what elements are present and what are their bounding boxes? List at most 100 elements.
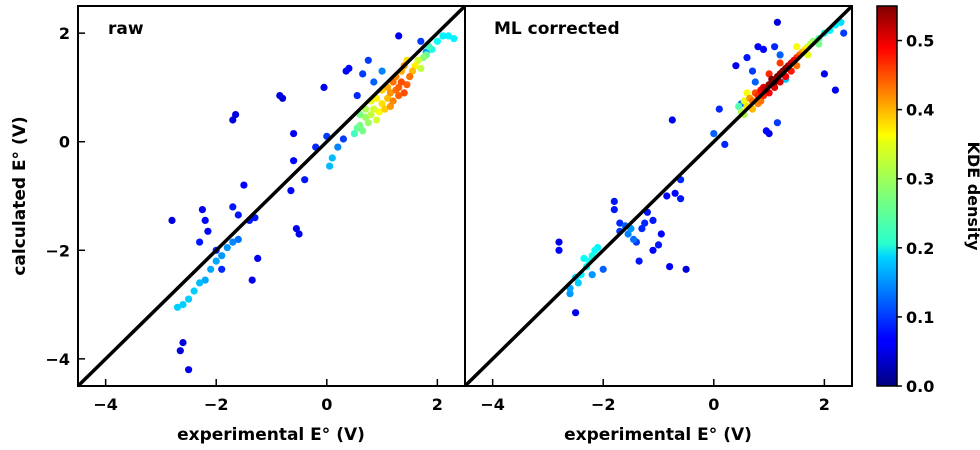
data-point bbox=[301, 176, 309, 184]
data-point bbox=[218, 265, 226, 273]
data-point bbox=[389, 97, 397, 105]
data-point bbox=[201, 216, 209, 224]
data-point bbox=[279, 94, 287, 102]
data-point bbox=[356, 121, 364, 129]
data-point bbox=[229, 116, 237, 124]
data-point bbox=[444, 32, 452, 40]
panel-label-raw: raw bbox=[108, 19, 144, 39]
data-point bbox=[610, 197, 618, 205]
data-point bbox=[682, 265, 690, 273]
data-point bbox=[378, 100, 386, 108]
data-point bbox=[591, 246, 599, 254]
reference-line-ml-corrected bbox=[463, 4, 854, 388]
data-point bbox=[223, 244, 231, 252]
data-point bbox=[715, 105, 723, 113]
x-tick-label: 2 bbox=[819, 395, 830, 414]
data-point bbox=[400, 89, 408, 97]
data-point bbox=[735, 102, 743, 110]
y-tick-label: 2 bbox=[59, 24, 70, 43]
colorbar-ticks: 0.0 0.1 0.2 0.3 0.4 0.5 bbox=[897, 32, 934, 396]
data-point bbox=[370, 105, 378, 113]
data-point bbox=[198, 206, 206, 214]
data-point bbox=[414, 56, 422, 64]
data-point bbox=[574, 279, 582, 287]
data-point bbox=[654, 241, 663, 249]
data-point bbox=[776, 59, 784, 67]
data-point bbox=[375, 108, 383, 116]
data-point bbox=[196, 279, 204, 287]
colorbar-label: KDE density bbox=[964, 142, 980, 252]
data-point bbox=[616, 219, 624, 227]
data-point bbox=[740, 97, 748, 105]
colorbar-tick-label: 0.0 bbox=[906, 377, 934, 396]
data-point bbox=[353, 92, 361, 100]
colorbar: 0.0 0.1 0.2 0.3 0.4 0.5 KDE density bbox=[876, 5, 980, 396]
data-point bbox=[840, 29, 848, 37]
data-point bbox=[624, 230, 632, 238]
data-point bbox=[185, 295, 193, 303]
data-point bbox=[292, 225, 300, 233]
data-point bbox=[384, 94, 392, 102]
data-point bbox=[290, 157, 298, 165]
x-axis-label-raw: experimental E° (V) bbox=[177, 425, 365, 445]
data-point bbox=[204, 227, 212, 235]
data-point bbox=[411, 62, 419, 70]
data-point bbox=[793, 43, 801, 51]
data-point bbox=[386, 102, 394, 110]
colorbar-gradient bbox=[876, 5, 898, 387]
scatter-points-raw bbox=[168, 32, 458, 374]
x-tick-label: 0 bbox=[708, 395, 719, 414]
x-tick-label: −2 bbox=[591, 395, 616, 414]
ticks-ml-corrected: −4 −2 0 2 bbox=[480, 379, 830, 414]
data-point bbox=[630, 235, 638, 243]
data-point bbox=[395, 92, 403, 100]
colorbar-tick-label: 0.2 bbox=[906, 239, 934, 258]
data-point bbox=[732, 62, 740, 70]
data-point bbox=[417, 64, 425, 72]
data-point bbox=[176, 347, 184, 355]
data-point bbox=[572, 309, 580, 317]
data-point bbox=[218, 252, 226, 260]
data-point bbox=[287, 187, 295, 195]
data-point bbox=[240, 181, 248, 189]
data-point bbox=[397, 78, 405, 86]
data-point bbox=[649, 246, 657, 254]
data-point bbox=[334, 143, 342, 151]
data-point bbox=[403, 81, 411, 89]
data-point bbox=[345, 64, 353, 72]
data-point bbox=[677, 195, 685, 203]
data-point bbox=[657, 230, 665, 238]
colorbar-tick-label: 0.4 bbox=[906, 101, 934, 120]
data-point bbox=[196, 238, 204, 246]
y-tick-label: 0 bbox=[59, 133, 70, 152]
data-point bbox=[433, 37, 441, 45]
panel-ml-corrected: −4 −2 0 2 ML corrected experimental E° (V) bbox=[463, 4, 854, 445]
reference-line-raw bbox=[76, 4, 467, 388]
data-point bbox=[555, 246, 563, 254]
data-point bbox=[588, 271, 596, 279]
data-point bbox=[759, 45, 768, 54]
data-point bbox=[610, 206, 618, 214]
ticks-raw: −4 −2 0 2 −4 −2 0 2 bbox=[45, 24, 442, 414]
data-point bbox=[370, 78, 378, 86]
data-point bbox=[190, 287, 198, 295]
data-point bbox=[229, 203, 237, 211]
data-point bbox=[234, 235, 242, 243]
data-point bbox=[408, 67, 417, 75]
data-point bbox=[386, 89, 394, 97]
data-point bbox=[771, 43, 779, 51]
data-point bbox=[381, 105, 389, 113]
data-point bbox=[339, 135, 347, 143]
data-point bbox=[185, 366, 193, 374]
data-point bbox=[649, 216, 657, 224]
data-point bbox=[765, 70, 773, 78]
y-tick-label: −2 bbox=[45, 241, 70, 260]
data-point bbox=[364, 119, 372, 127]
scatter-points-ml-corrected bbox=[555, 18, 848, 317]
data-point bbox=[638, 225, 646, 233]
data-point bbox=[743, 89, 751, 97]
data-point bbox=[754, 43, 762, 51]
data-point bbox=[773, 119, 782, 127]
data-point bbox=[417, 37, 425, 45]
